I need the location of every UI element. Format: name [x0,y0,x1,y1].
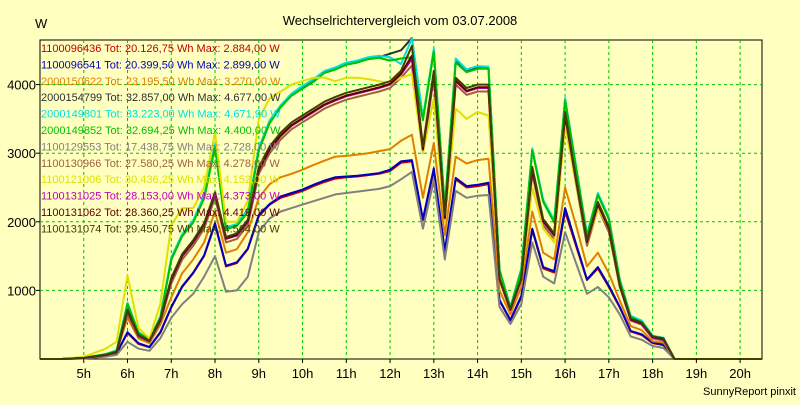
x-tick-label: 11h [336,366,357,381]
y-tick-label: 4000 [7,78,36,93]
x-tick-label: 20h [729,366,751,381]
x-tick-label: 7h [164,366,178,381]
y-tick-label: 1000 [7,283,36,298]
series-line-2000150622 [40,133,762,360]
series-line-2000149852 [40,50,762,360]
legend-entry-1100130966: 1100130966 Tot: 27.580,25 Wh Max: 4.278,… [41,158,280,170]
x-tick-label: 9h [252,366,266,381]
legend-entry-1100129553: 1100129553 Tot: 17.438,75 Wh Max: 2.728,… [41,141,280,153]
legend-entry-1100096541: 1100096541 Tot: 20.399,50 Wh Max: 2.899,… [41,59,280,71]
grid [40,40,762,359]
x-axis: 5h 6h 7h 8h 9h 10h 11h 12h 13h 14h 15h 16h 17h 18h 19h… [77,359,751,381]
x-tick-label: 12h [379,366,401,381]
x-tick-label: 5h [77,366,91,381]
legend-entry-2000154799: 2000154799 Tot: 32.857,00 Wh Max: 4.677,… [41,92,281,104]
x-tick-label: 17h [598,366,620,381]
y-tick-label: 3000 [7,146,36,161]
series-lines [40,37,762,360]
x-tick-label: 18h [642,366,664,381]
x-tick-label: 6h [120,366,134,381]
x-tick-label: 14h [467,366,489,381]
x-tick-label: 16h [554,366,576,381]
series-line-1100131074 [40,44,762,360]
series-line-1100129553 [40,170,762,360]
x-tick-label: 13h [423,366,445,381]
y-tick-label: 2000 [7,215,36,230]
legend-entry-1100121006: 1100121006 Tot: 30.436,25 Wh Max: 4.152,… [41,174,280,186]
footer-credit: SunnyReport pinxit [703,386,796,398]
x-tick-label: 10h [292,366,314,381]
y-axis-unit-label: W [35,16,48,31]
legend-entry-2000150622: 2000150622 Tot: 23.195,50 Wh Max: 3.270,… [41,76,281,88]
x-tick-label: 8h [208,366,222,381]
chart-title: Wechselrichtervergleich vom 03.07.2008 [283,13,518,28]
x-tick-label: 19h [686,366,708,381]
legend-entry-1100131025: 1100131025 Tot: 28.153,00 Wh Max: 4.373,… [41,191,280,203]
legend-entry-1100131074: 1100131074 Tot: 29.450,75 Wh Max: 4.564,… [41,223,280,235]
legend: 1100096436 Tot: 20.126,75 Wh Max: 2.884,… [41,43,281,235]
legend-entry-1100131062: 1100131062 Tot: 28.360,25 Wh Max: 4.419,… [41,207,280,219]
legend-entry-1100096436: 1100096436 Tot: 20.126,75 Wh Max: 2.884,… [41,43,280,55]
series-line-1100096541 [40,159,762,360]
legend-entry-2000149852: 2000149852 Tot: 32.694,25 Wh Max: 4.400,… [41,125,281,137]
legend-entry-2000149801: 2000149801 Tot: 33.223,00 Wh Max: 4.671,… [41,109,281,121]
x-tick-label: 15h [510,366,532,381]
y-axis: 1000 2000 3000 4000 [7,78,40,298]
